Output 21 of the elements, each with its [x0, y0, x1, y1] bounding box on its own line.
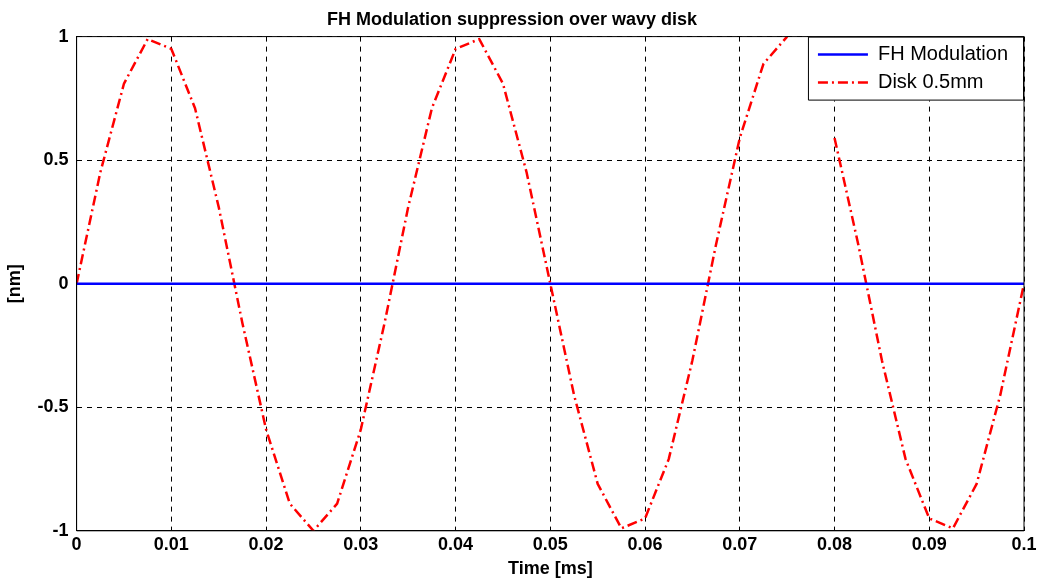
- x-tick-label: 0: [71, 533, 82, 554]
- x-tick-label: 0.01: [153, 533, 189, 554]
- x-tick-label: 0.09: [911, 533, 947, 554]
- y-tick-label: 0: [58, 272, 69, 293]
- legend-label: FH Modulation: [877, 42, 1008, 65]
- x-tick-label: 0.07: [722, 533, 758, 554]
- y-axis-title: [nm]: [3, 264, 24, 304]
- x-tick-label: 0.05: [532, 533, 568, 554]
- legend-label: Disk 0.5mm: [877, 70, 984, 93]
- x-tick-label: 0.08: [817, 533, 853, 554]
- x-tick-label: 0.04: [438, 533, 474, 554]
- y-tick-label: 0.5: [43, 149, 69, 170]
- x-axis-title: Time [ms]: [507, 558, 593, 579]
- y-tick-label: -1: [52, 519, 69, 540]
- y-tick-label: 1: [58, 25, 69, 46]
- chart-title: FH Modulation suppression over wavy disk: [326, 8, 699, 29]
- x-tick-label: 0.1: [1011, 533, 1037, 554]
- x-tick-label: 0.06: [627, 533, 663, 554]
- y-tick-label: -0.5: [37, 396, 69, 417]
- x-tick-label: 0.03: [343, 533, 379, 554]
- x-tick-label: 0.02: [248, 533, 284, 554]
